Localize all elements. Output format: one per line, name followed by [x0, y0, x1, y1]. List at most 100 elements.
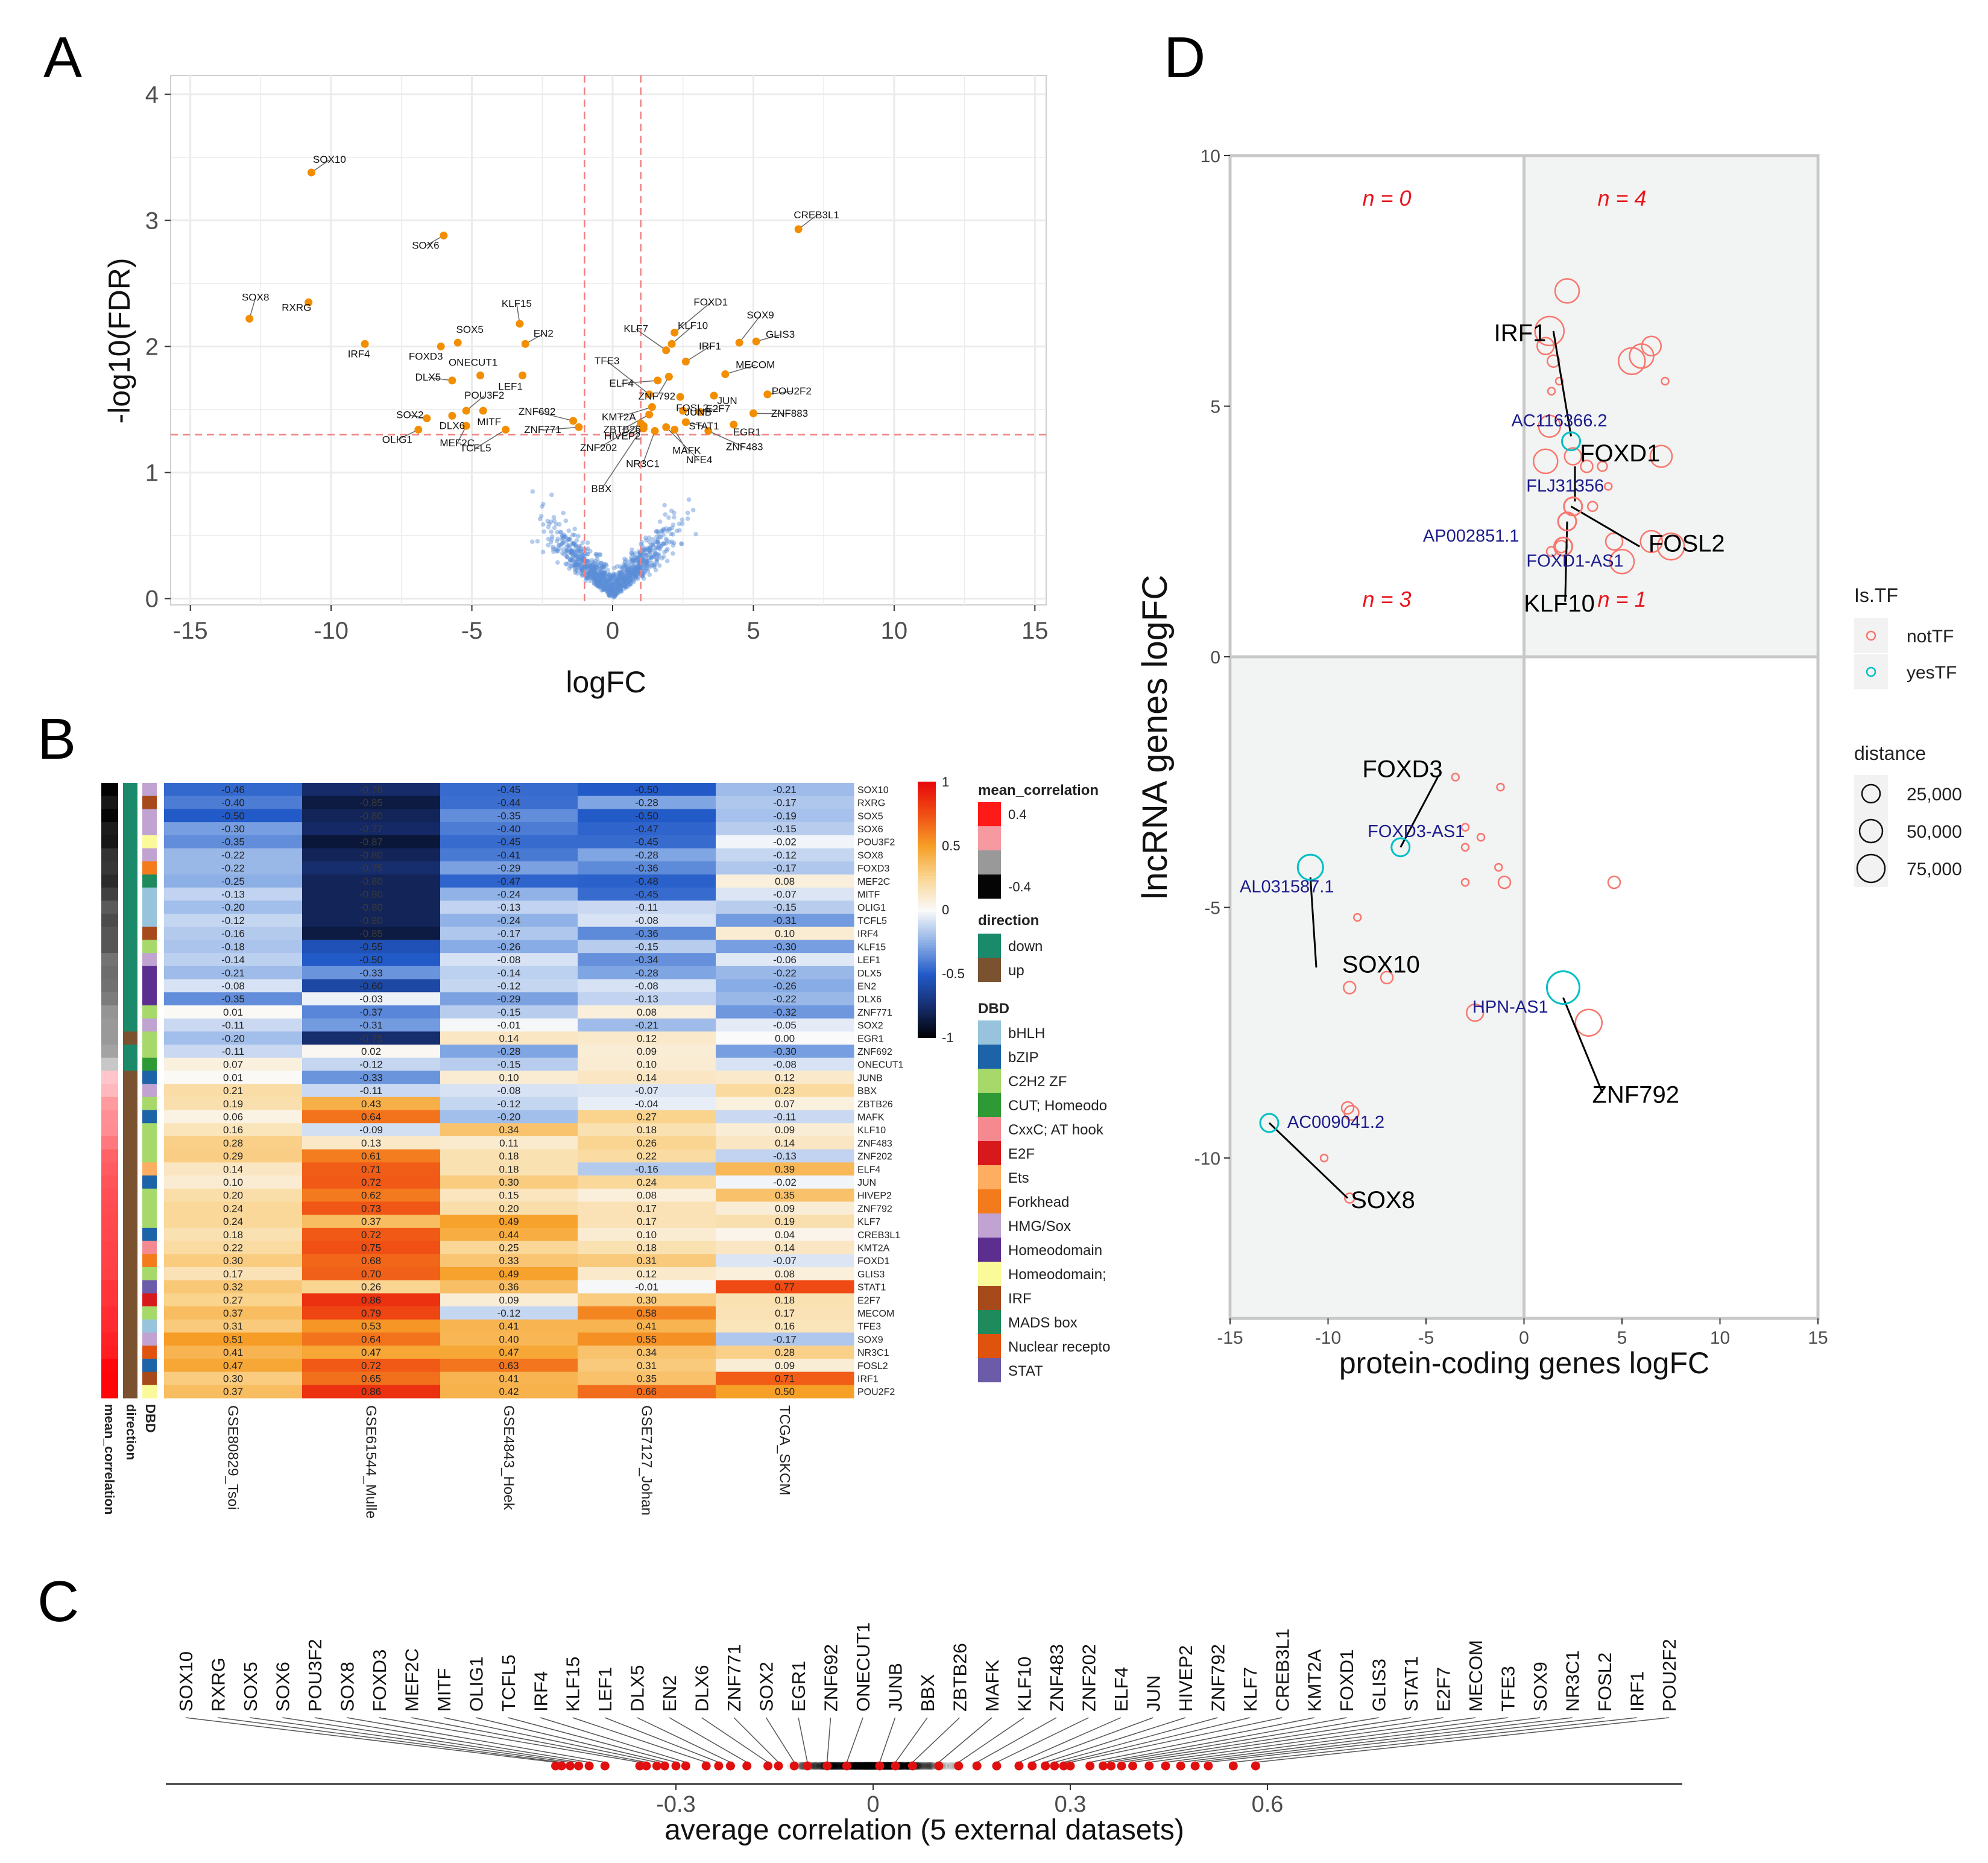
strip-tf-point: [789, 1761, 799, 1771]
volcano-background-point: [575, 557, 581, 562]
coding-gene-label: IRF1: [1494, 320, 1547, 346]
volcano-background-point: [601, 570, 605, 575]
volcano-background-point: [614, 590, 619, 595]
volcano-background-point: [638, 552, 643, 558]
volcano-background-point: [589, 569, 594, 574]
volcano-background-point: [579, 566, 584, 572]
heatmap-column-label: TCGA_SKCM: [777, 1405, 793, 1495]
volcano-background-point: [623, 582, 628, 587]
volcano-background-point: [666, 515, 671, 520]
volcano-background-point: [597, 575, 602, 580]
dbd-legend-label: Homeodomain;: [1008, 1267, 1106, 1283]
dbd-bar-cell: [142, 1149, 157, 1163]
direction-bar-cell: [123, 1306, 137, 1320]
mean-correlation-bar-cell: [101, 1057, 118, 1071]
heatmap-cell-value: -0.12: [773, 849, 797, 861]
volcano-background-point: [595, 583, 601, 589]
volcano-background-point: [620, 569, 625, 574]
strip-tf-label: IRF4: [530, 1671, 551, 1712]
volcano-background-point: [570, 555, 575, 560]
volcano-background-point: [633, 558, 638, 563]
heatmap-row-label: SOX9: [857, 1335, 883, 1345]
volcano-background-point: [661, 541, 666, 546]
strip-tf-label: ZBTB26: [949, 1643, 970, 1712]
heatmap-cell-value: -0.13: [773, 1151, 797, 1162]
volcano-tf-label: POU2F2: [772, 385, 812, 397]
volcano-background-point: [620, 577, 626, 581]
volcano-tf-point: [662, 423, 671, 431]
volcano-background-point: [570, 542, 576, 547]
volcano-background-point: [606, 587, 611, 592]
strip-tf-point: [934, 1761, 944, 1771]
heatmap-cell-value: -0.33: [359, 1072, 383, 1083]
volcano-background-point: [620, 571, 625, 576]
volcano-background-point: [646, 546, 651, 551]
heatmap-cell-value: -0.30: [773, 941, 797, 952]
strip-background-point: [856, 1762, 865, 1770]
lncrna-gene-label: AP002851.1: [1423, 527, 1519, 546]
volcano-background-point: [589, 565, 594, 571]
volcano-background-point: [548, 519, 554, 524]
volcano-background-point: [648, 543, 654, 548]
volcano-tf-label: SOX5: [456, 324, 484, 335]
volcano-background-point: [614, 588, 619, 593]
volcano-background-point: [613, 589, 619, 594]
volcano-background-point: [685, 510, 690, 516]
volcano-background-point: [657, 519, 663, 524]
volcano-tf-label: ZNF792: [639, 391, 675, 402]
volcano-background-point: [611, 587, 616, 593]
volcano-background-point: [605, 590, 610, 596]
volcano-background-point: [605, 578, 610, 583]
heatmap-cell-value: 0.12: [637, 1268, 657, 1280]
volcano-background-point: [618, 574, 623, 579]
heatmap-cell-value: -0.13: [221, 889, 245, 900]
volcano-background-point: [570, 532, 575, 537]
direction-bar-cell: [123, 848, 137, 862]
volcano-background-point: [578, 561, 584, 566]
volcano-background-point: [607, 578, 612, 583]
volcano-background-point: [643, 552, 649, 557]
strip-tf-point: [954, 1761, 964, 1771]
volcano-background-point: [601, 573, 607, 578]
mean-correlation-bar-cell: [101, 1136, 118, 1150]
volcano-background-point: [623, 574, 628, 578]
volcano-background-point: [642, 562, 648, 568]
volcano-background-point: [606, 592, 611, 598]
volcano-background-point: [619, 580, 624, 586]
heatmap-row-label: MEF2C: [857, 877, 890, 887]
mean-correlation-bar-cell: [101, 1188, 118, 1202]
volcano-background-point: [639, 540, 645, 545]
distance-legend-label: 25,000: [1907, 785, 1962, 805]
volcano-background-point: [609, 589, 614, 595]
volcano-tf-point: [502, 425, 510, 434]
volcano-tf-label: NR3C1: [626, 458, 660, 470]
volcano-background-point: [616, 585, 622, 590]
heatmap-row-label: SOX6: [857, 824, 883, 835]
volcano-background-point: [619, 589, 624, 594]
volcano-background-point: [597, 579, 602, 584]
volcano-background-point: [614, 578, 619, 583]
volcano-background-point: [566, 537, 572, 542]
heatmap-cell-value: -0.09: [359, 1124, 383, 1136]
dbd-bar-cell: [142, 1332, 157, 1346]
volcano-background-point: [636, 569, 641, 574]
volcano-background-point: [603, 575, 608, 580]
volcano-background-point: [602, 583, 607, 589]
heatmap-cell-value: 0.19: [223, 1098, 243, 1110]
volcano-background-point: [649, 547, 654, 552]
volcano-background-point: [576, 562, 581, 568]
volcano-background-point: [623, 583, 629, 589]
volcano-background-point: [529, 539, 535, 544]
volcano-background-point: [629, 558, 634, 563]
volcano-background-point: [633, 555, 637, 560]
volcano-tf-label: ZNF483: [726, 441, 763, 453]
volcano-tf-label: FOXD1: [693, 296, 728, 308]
dbd-bar-cell: [142, 1175, 157, 1189]
volcano-background-point: [601, 571, 606, 575]
volcano-background-point: [669, 531, 674, 537]
volcano-background-point: [573, 543, 578, 548]
volcano-tf-label: MITF: [477, 416, 501, 428]
volcano-background-point: [569, 563, 574, 568]
mean-correlation-bar-cell: [101, 953, 118, 967]
volcano-background-point: [615, 584, 620, 590]
